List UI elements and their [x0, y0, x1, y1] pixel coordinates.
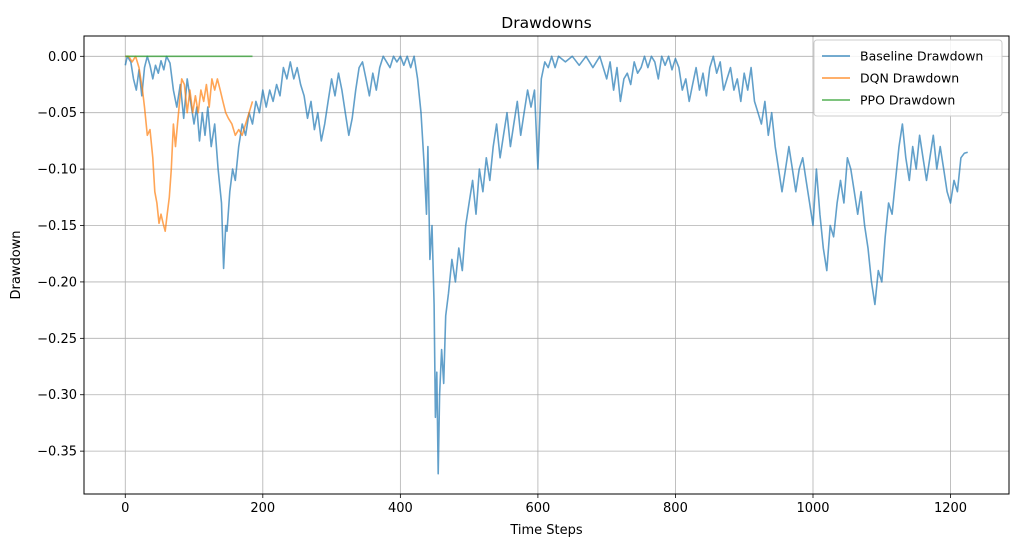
y-tick-label: −0.15 [37, 219, 77, 234]
x-tick-label: 600 [525, 501, 550, 516]
y-tick-label: −0.25 [37, 332, 77, 347]
y-tick-label: −0.10 [37, 163, 77, 178]
series-line-baseline-drawdown [124, 55, 968, 475]
y-axis-title: Drawdown [9, 230, 24, 299]
series-lines [124, 55, 968, 475]
y-tick-label: 0.00 [48, 50, 77, 65]
legend-label: DQN Drawdown [860, 71, 959, 86]
chart-title: Drawdowns [501, 14, 591, 32]
axis-ticks: 0 200 400 600 800 1000 1200 0.00 −0.05 −0.10 −0.15… [37, 50, 967, 516]
legend-label: PPO Drawdown [860, 93, 955, 108]
x-tick-label: 800 [663, 501, 688, 516]
x-tick-label: 400 [388, 501, 413, 516]
y-tick-label: −0.35 [37, 445, 77, 460]
y-tick-label: −0.20 [37, 275, 77, 290]
x-tick-label: 1000 [796, 501, 829, 516]
y-tick-label: −0.30 [37, 388, 77, 403]
x-tick-label: 1200 [934, 501, 967, 516]
x-tick-label: 0 [121, 501, 129, 516]
x-axis-title: Time Steps [509, 523, 583, 538]
x-tick-label: 200 [250, 501, 275, 516]
series-line-dqn-drawdown [125, 55, 254, 232]
y-tick-label: −0.05 [37, 106, 77, 121]
legend-label: Baseline Drawdown [860, 49, 983, 64]
legend-box [813, 39, 1003, 117]
legend: Baseline Drawdown DQN Drawdown PPO Drawdow… [813, 39, 1003, 117]
plot-frame [83, 35, 1010, 495]
